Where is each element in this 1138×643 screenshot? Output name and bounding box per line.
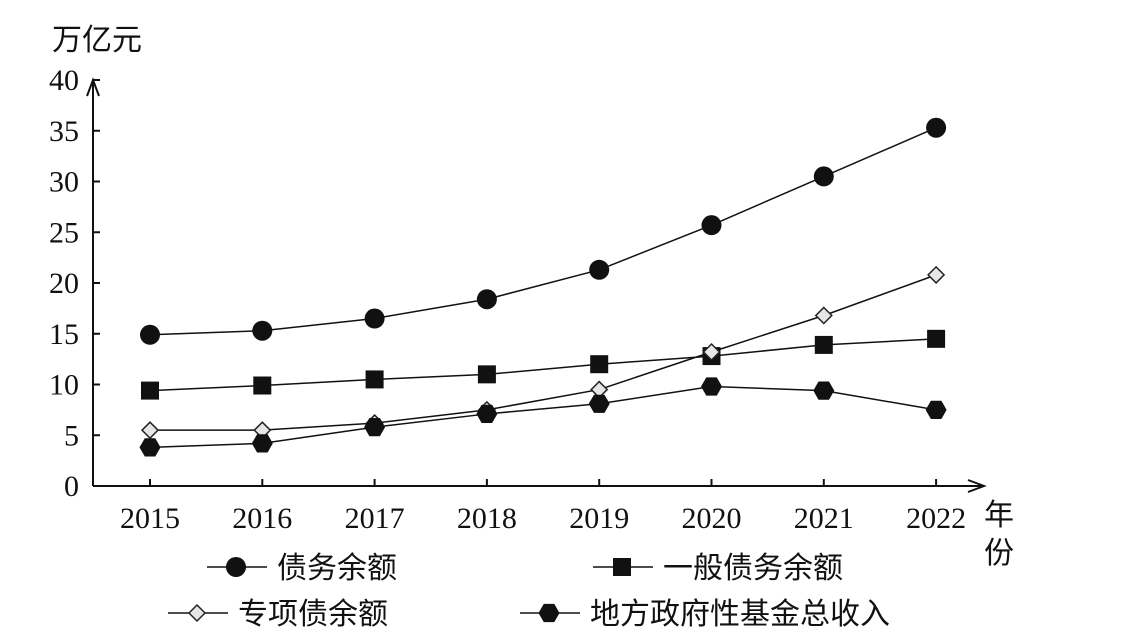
legend-marker <box>538 603 560 623</box>
data-point <box>252 320 273 341</box>
data-point <box>927 265 946 284</box>
data-point <box>813 166 834 187</box>
series-line <box>149 338 937 392</box>
y-axis-title: 万亿元 <box>52 23 142 58</box>
data-point <box>364 418 386 437</box>
x-tick-label: 2019 <box>569 502 629 535</box>
series-group <box>139 117 947 457</box>
x-tick-label: 2022 <box>906 502 966 535</box>
legend-label: 专项债余额 <box>238 597 388 632</box>
data-point <box>926 117 947 138</box>
y-tick-label: 10 <box>49 369 79 402</box>
data-point <box>140 421 160 440</box>
x-axis-title: 年份 <box>984 498 1014 571</box>
data-point <box>927 329 946 348</box>
legend-item: 一般债务余额 <box>593 551 843 586</box>
x-tick-label: 2016 <box>232 502 292 535</box>
data-point <box>814 306 833 325</box>
data-point <box>140 324 160 345</box>
legend-item: 地方政府性基金总收入 <box>520 597 890 632</box>
series-line <box>149 127 937 336</box>
data-point <box>589 259 610 280</box>
data-point <box>702 342 721 362</box>
data-point <box>925 400 947 419</box>
data-point <box>364 308 385 329</box>
legend-label: 地方政府性基金总收入 <box>590 597 890 632</box>
x-tick-label: 2015 <box>120 502 180 535</box>
legend-marker <box>226 557 246 577</box>
series-4 <box>139 377 947 457</box>
series-1 <box>140 117 947 345</box>
y-tick-label: 0 <box>64 470 79 503</box>
x-tick-label: 2020 <box>682 502 742 535</box>
data-point <box>813 381 835 400</box>
y-tick-group: 0 5 10 15 20 25 30 35 40 <box>49 64 100 503</box>
data-point <box>477 365 496 384</box>
x-axis-title-char: 年 <box>984 498 1014 533</box>
y-tick-label: 40 <box>49 64 79 97</box>
x-tick-label: 2018 <box>457 502 517 535</box>
y-tick-label: 20 <box>49 267 79 300</box>
series-2 <box>141 329 946 400</box>
data-point <box>141 381 159 400</box>
legend-item: 债务余额 <box>207 551 397 586</box>
series-line <box>150 274 937 431</box>
y-tick-label: 5 <box>64 419 79 452</box>
data-point <box>476 404 498 423</box>
x-tick-label: 2021 <box>794 502 854 535</box>
legend-label: 债务余额 <box>277 551 397 586</box>
data-point <box>365 370 384 389</box>
x-tick-label: 2017 <box>345 502 405 535</box>
x-axis-title-char: 份 <box>984 536 1014 571</box>
legend-label: 一般债务余额 <box>663 551 843 586</box>
data-point <box>590 355 609 374</box>
x-axis-arrow <box>967 479 987 493</box>
legend-marker <box>187 603 207 623</box>
data-point <box>251 434 273 453</box>
data-point <box>139 438 161 457</box>
legend-item: 专项债余额 <box>168 597 388 632</box>
y-tick-label: 30 <box>49 166 79 199</box>
y-tick-label: 35 <box>49 115 79 148</box>
data-point <box>253 376 272 395</box>
series-line <box>149 385 937 449</box>
data-point <box>701 215 722 236</box>
y-tick-label: 25 <box>49 216 79 249</box>
y-tick-label: 15 <box>49 318 79 351</box>
x-tick-group: 2015 2016 2017 2018 2019 2020 2021 2022 <box>120 479 966 535</box>
data-point <box>476 289 497 310</box>
data-point <box>701 377 722 396</box>
data-point <box>814 335 833 354</box>
legend-marker <box>613 558 631 576</box>
data-point <box>588 394 610 413</box>
